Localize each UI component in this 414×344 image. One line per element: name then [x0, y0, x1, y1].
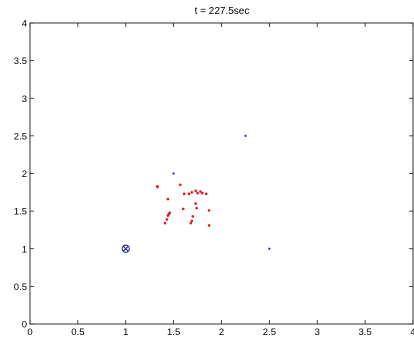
red-point	[194, 202, 197, 205]
target-marker	[121, 244, 130, 253]
red-point	[163, 221, 167, 225]
red-point	[166, 197, 170, 201]
x-tick-label: 4	[410, 327, 414, 338]
y-tick-label: 4	[22, 19, 27, 30]
y-tick-label: 2	[22, 169, 27, 180]
red-point	[207, 224, 211, 227]
x-tick-label: 2	[219, 327, 224, 338]
plot-frame	[29, 22, 414, 325]
data-points	[121, 134, 271, 253]
red-point	[179, 183, 182, 187]
x-tick-label: 0	[27, 327, 32, 338]
red-point	[204, 192, 208, 196]
red-point	[195, 206, 198, 210]
red-point	[191, 215, 195, 218]
red-point	[196, 191, 199, 195]
red-point	[156, 185, 159, 189]
blue-point	[268, 247, 271, 250]
red-point	[189, 221, 193, 225]
blue-point	[172, 172, 175, 175]
red-point	[165, 218, 169, 221]
red-point	[187, 192, 191, 196]
red-point	[181, 207, 185, 211]
blue-point	[244, 134, 247, 137]
y-tick-label: 2.5	[14, 131, 27, 142]
y-tick-label: 3	[22, 94, 27, 105]
axis-tick-labels: 0 0.5 1 1.5 2 2.5 3 3.5 4 0 0.5 1 1.5 2 2.5 3 3.5 4	[14, 19, 414, 339]
x-tick-label: 1	[123, 327, 128, 338]
red-point	[199, 190, 202, 193]
red-point	[182, 192, 186, 196]
x-tick-label: 1.5	[167, 327, 180, 338]
y-tick-label: 0	[22, 320, 27, 331]
red-point	[190, 219, 194, 223]
x-tick-label: 3.5	[359, 327, 372, 338]
y-tick-label: 3.5	[14, 56, 27, 67]
red-point	[194, 189, 197, 193]
y-tick-label: 1.5	[14, 207, 27, 218]
chart-title: t = 227.5sec	[195, 6, 250, 17]
axis-ticks	[29, 22, 414, 325]
x-tick-label: 2.5	[263, 327, 276, 338]
red-point	[166, 214, 170, 217]
y-tick-label: 1	[22, 244, 27, 255]
x-tick-label: 3	[315, 327, 320, 338]
red-point	[201, 191, 204, 195]
red-point	[207, 209, 211, 212]
red-point	[190, 191, 194, 194]
x-tick-label: 0.5	[71, 327, 84, 338]
y-tick-label: 0.5	[14, 282, 27, 293]
